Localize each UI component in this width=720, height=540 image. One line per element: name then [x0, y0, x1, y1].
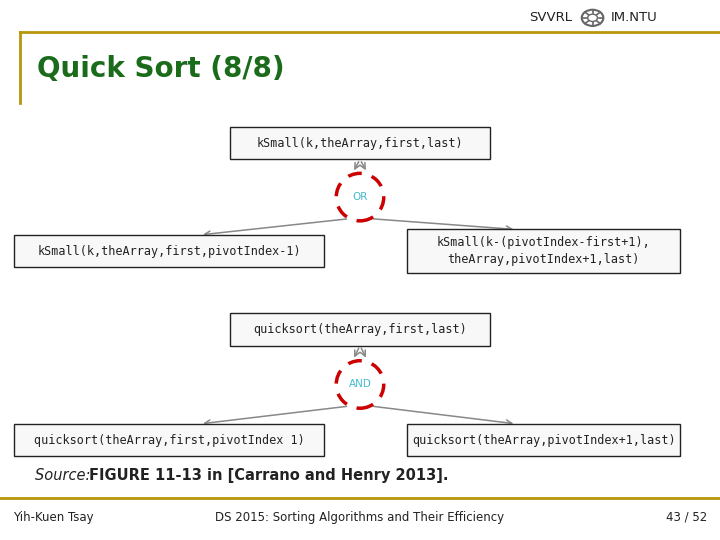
Ellipse shape — [336, 361, 384, 408]
Text: DS 2015: Sorting Algorithms and Their Efficiency: DS 2015: Sorting Algorithms and Their Ef… — [215, 511, 505, 524]
Text: kSmall(k,theArray,first,pivotIndex-1): kSmall(k,theArray,first,pivotIndex-1) — [37, 245, 301, 258]
FancyBboxPatch shape — [230, 313, 490, 346]
Text: AND: AND — [348, 380, 372, 389]
FancyBboxPatch shape — [407, 424, 680, 456]
FancyBboxPatch shape — [407, 230, 680, 273]
Text: quicksort(theArray,first,pivotIndex 1): quicksort(theArray,first,pivotIndex 1) — [34, 434, 305, 447]
Text: FIGURE 11-13 in [Carrano and Henry 2013].: FIGURE 11-13 in [Carrano and Henry 2013]… — [89, 468, 448, 483]
Text: Yih-Kuen Tsay: Yih-Kuen Tsay — [13, 511, 94, 524]
Text: IM.NTU: IM.NTU — [611, 11, 657, 24]
Text: quicksort(theArray,first,last): quicksort(theArray,first,last) — [253, 323, 467, 336]
Text: Quick Sort (8/8): Quick Sort (8/8) — [37, 55, 285, 83]
Text: Source:: Source: — [35, 468, 94, 483]
Text: SVVRL: SVVRL — [529, 11, 572, 24]
Text: OR: OR — [352, 192, 368, 202]
Text: quicksort(theArray,pivotIndex+1,last): quicksort(theArray,pivotIndex+1,last) — [412, 434, 675, 447]
FancyBboxPatch shape — [230, 127, 490, 159]
Ellipse shape — [336, 173, 384, 221]
Text: theArray,pivotIndex+1,last): theArray,pivotIndex+1,last) — [447, 253, 640, 266]
Text: 43 / 52: 43 / 52 — [666, 511, 707, 524]
FancyBboxPatch shape — [14, 235, 324, 267]
Text: kSmall(k,theArray,first,last): kSmall(k,theArray,first,last) — [257, 137, 463, 150]
FancyBboxPatch shape — [14, 424, 324, 456]
Text: kSmall(k-(pivotIndex-first+1),: kSmall(k-(pivotIndex-first+1), — [437, 236, 650, 249]
